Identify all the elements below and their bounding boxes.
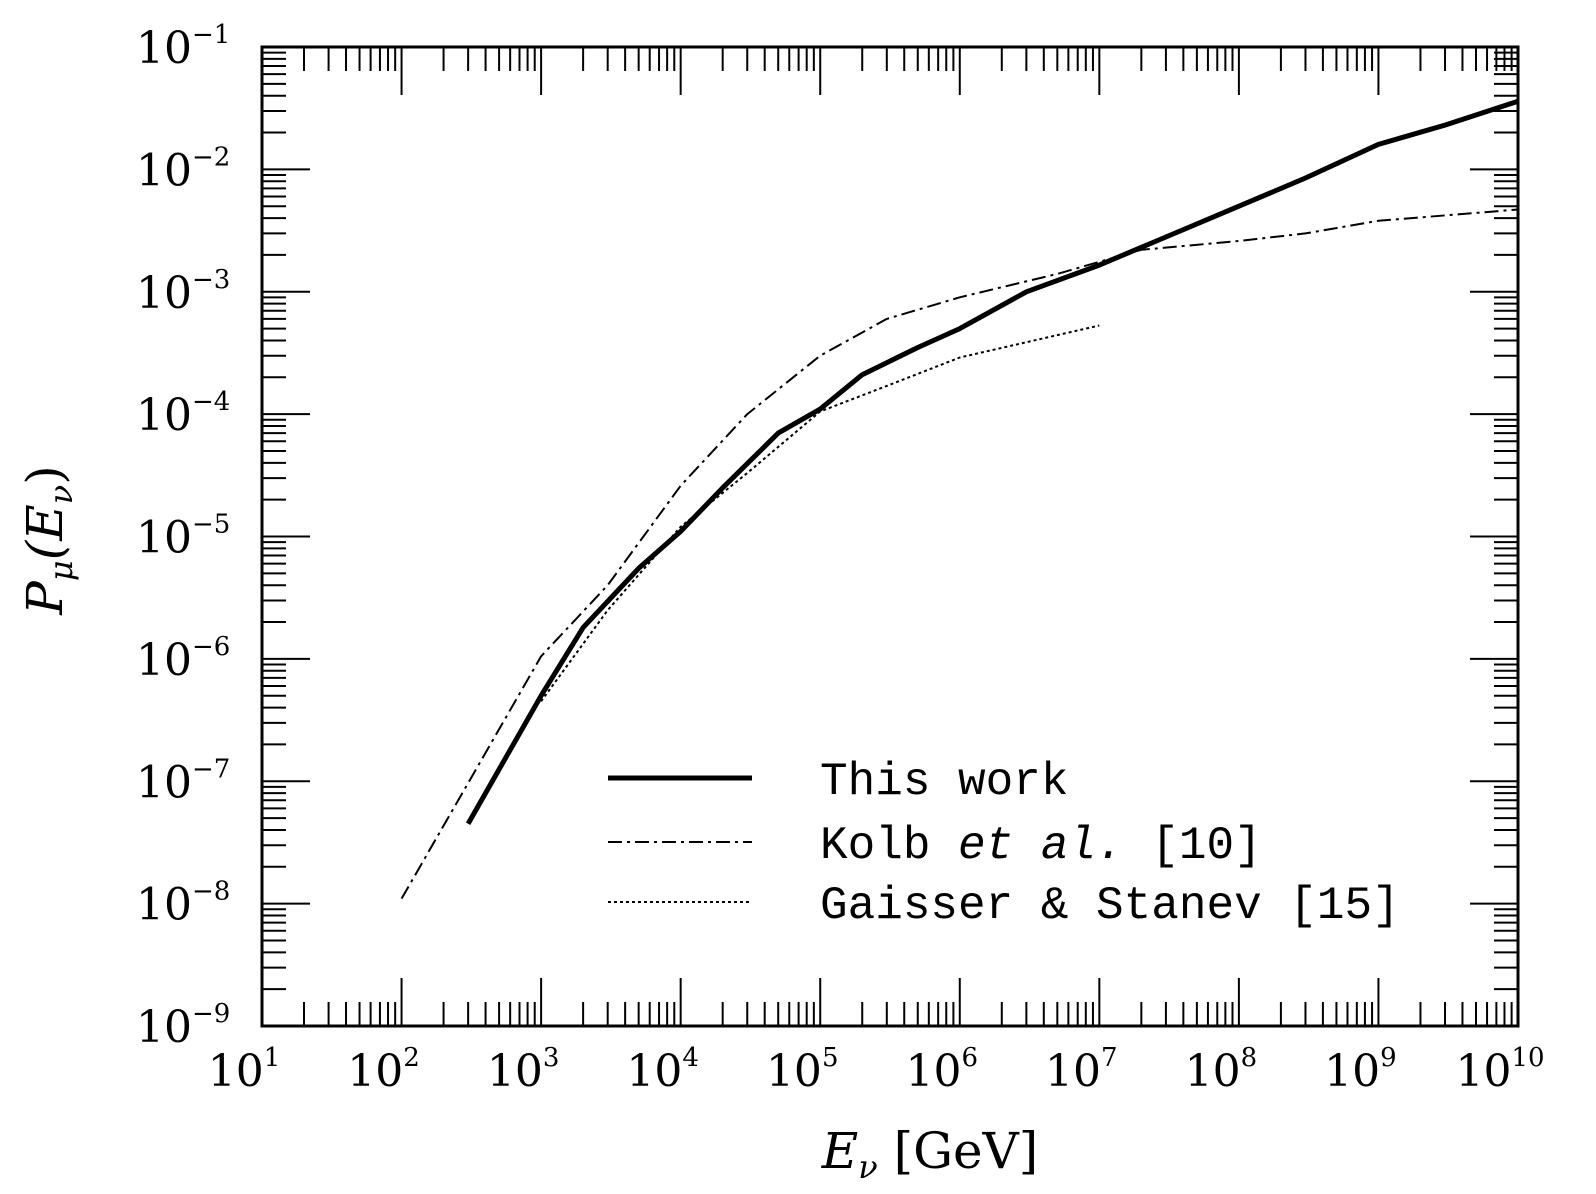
x-axis-label-unit: [GeV]	[878, 1122, 1039, 1180]
series-line-0	[465, 98, 1519, 825]
series-line-2	[540, 324, 1100, 702]
tick-labels: 101 102 103 104 105 106 107 108 109 101010−910−81…	[136, 20, 1545, 1097]
y-axis-label: Pμ(Eν)	[16, 465, 80, 615]
y-tick-label: 10−4	[136, 387, 230, 441]
x-tick-label-exp: 10	[1511, 1043, 1544, 1073]
x-tick-label-base: 10	[1324, 1046, 1380, 1097]
series-line-1	[400, 208, 1519, 900]
y-tick-label-base: 10	[136, 513, 192, 564]
y-axis-label-arg-close: )	[16, 465, 74, 485]
x-tick-label-base: 10	[347, 1046, 403, 1097]
y-axis-label-main: P	[16, 580, 74, 616]
x-tick-label-exp: 6	[962, 1043, 979, 1073]
y-axis-label-arg-sub: ν	[42, 485, 80, 504]
legend-kolb-italic: et al.	[958, 820, 1124, 872]
x-tick-label: 109	[1324, 1043, 1397, 1097]
x-tick-label-exp: 2	[403, 1043, 420, 1073]
y-tick-label-exp: −4	[192, 387, 230, 417]
x-axis-label: Eν [GeV]	[821, 1122, 1039, 1186]
y-axis-label-arg-open: (E	[16, 504, 74, 560]
x-tick-label-base: 10	[766, 1046, 822, 1097]
plot-series	[400, 98, 1519, 900]
x-tick-label-base: 10	[208, 1046, 264, 1097]
y-tick-label-base: 10	[136, 880, 192, 931]
y-tick-label-base: 10	[136, 1002, 192, 1053]
legend-kolb-suffix: [10]	[1124, 820, 1262, 872]
y-tick-label-exp: −7	[192, 754, 230, 784]
x-tick-label-exp: 4	[682, 1043, 699, 1073]
y-tick-label: 10−3	[136, 265, 230, 319]
y-tick-label-base: 10	[136, 390, 192, 441]
x-tick-label-exp: 5	[822, 1043, 839, 1073]
x-tick-label-base: 10	[906, 1046, 962, 1097]
x-tick-label-base: 10	[1045, 1046, 1101, 1097]
x-axis-label-sub: ν	[858, 1148, 877, 1186]
x-tick-label: 102	[347, 1043, 420, 1097]
x-tick-label-exp: 9	[1380, 1043, 1397, 1073]
y-tick-label-exp: −8	[192, 877, 230, 907]
y-tick-label: 10−5	[136, 510, 230, 564]
y-tick-label: 10−9	[136, 999, 230, 1053]
y-tick-label: 10−2	[136, 142, 230, 196]
y-tick-label: 10−1	[136, 20, 230, 74]
x-tick-label-exp: 3	[543, 1043, 560, 1073]
x-tick-label-base: 10	[1455, 1046, 1511, 1097]
y-axis-label-sub: μ	[42, 560, 80, 581]
legend: This work Kolb et al. [10] Gaisser & Sta…	[608, 756, 1400, 932]
y-tick-label-exp: −2	[192, 142, 230, 172]
y-tick-label-base: 10	[136, 145, 192, 196]
y-tick-label-exp: −9	[192, 999, 230, 1029]
x-tick-label: 101	[208, 1043, 281, 1097]
plot-frame	[260, 45, 1520, 1028]
x-tick-label-exp: 8	[1241, 1043, 1258, 1073]
legend-kolb-prefix: Kolb	[820, 820, 958, 872]
y-tick-label-base: 10	[136, 635, 192, 686]
y-tick-label: 10−6	[136, 632, 230, 686]
y-tick-label-exp: −5	[192, 510, 230, 540]
x-axis-label-main: E	[821, 1122, 859, 1180]
x-tick-label: 107	[1045, 1043, 1118, 1097]
x-tick-label-exp: 7	[1101, 1043, 1118, 1073]
y-tick-label-exp: −3	[192, 265, 230, 295]
x-tick-label: 1010	[1455, 1043, 1544, 1097]
x-tick-label: 108	[1185, 1043, 1258, 1097]
legend-label-gaisser: Gaisser & Stanev [15]	[820, 880, 1400, 932]
y-tick-label-exp: −1	[192, 20, 230, 50]
legend-label-kolb: Kolb et al. [10]	[820, 820, 1262, 872]
x-tick-label: 106	[906, 1043, 979, 1097]
y-tick-label-base: 10	[136, 23, 192, 74]
legend-label-this-work: This work	[820, 756, 1068, 808]
x-tick-label: 104	[626, 1043, 699, 1097]
axis-ticks	[261, 46, 1519, 1027]
x-tick-label-base: 10	[1185, 1046, 1241, 1097]
y-tick-label-exp: −6	[192, 632, 230, 662]
y-tick-label-base: 10	[136, 757, 192, 808]
x-tick-label-base: 10	[626, 1046, 682, 1097]
y-tick-label: 10−8	[136, 877, 230, 931]
x-tick-label-exp: 1	[264, 1043, 281, 1073]
x-tick-label-base: 10	[487, 1046, 543, 1097]
x-tick-label: 105	[766, 1043, 839, 1097]
y-tick-label: 10−7	[136, 754, 230, 808]
y-tick-label-base: 10	[136, 268, 192, 319]
x-tick-label: 103	[487, 1043, 560, 1097]
